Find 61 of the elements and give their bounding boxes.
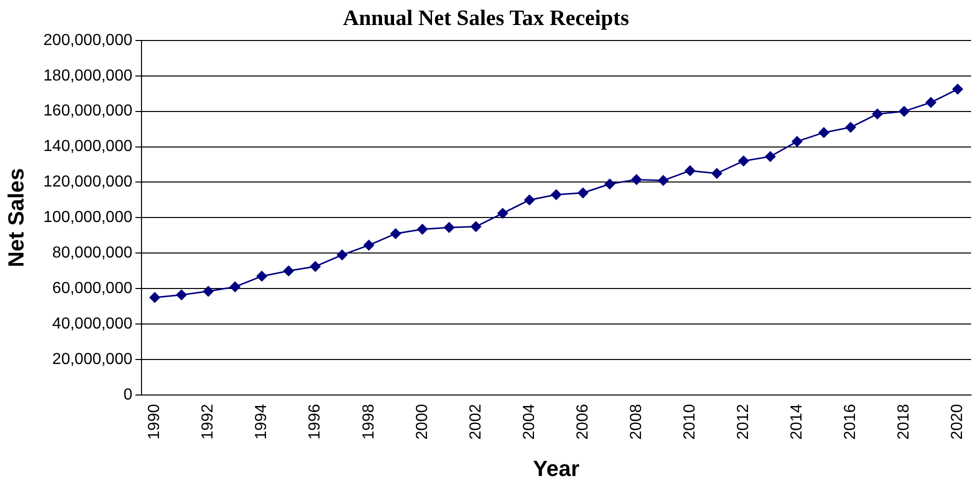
point — [390, 228, 401, 239]
x-tick-label: 1998 — [360, 404, 378, 440]
point — [712, 168, 722, 179]
x-tick-label: 2000 — [414, 404, 431, 440]
point — [765, 151, 776, 162]
point — [230, 282, 240, 292]
point — [364, 240, 374, 250]
x-tick-label: 1994 — [253, 404, 270, 440]
point — [684, 165, 696, 176]
point — [926, 97, 936, 108]
x-tick-label: 2008 — [628, 404, 645, 440]
point — [738, 156, 749, 166]
x-tick-label: 2012 — [734, 404, 752, 440]
y-tick-label: 180,000,000 — [43, 67, 132, 84]
y-tick-label: 20,000,000 — [52, 350, 132, 368]
point — [150, 292, 160, 303]
x-tick-label: 2018 — [896, 404, 913, 440]
y-tick-label: 100,000,000 — [43, 209, 132, 226]
chart-title: Annual Net Sales Tax Receipts — [342, 4, 630, 30]
point — [578, 188, 588, 198]
x-tick-label: 2006 — [574, 404, 592, 440]
point — [550, 189, 562, 200]
x-tick-label: 2004 — [520, 404, 538, 440]
point — [658, 175, 669, 186]
x-tick-label: 2014 — [788, 404, 806, 440]
point — [818, 127, 830, 138]
point — [470, 221, 482, 232]
x-tick-label: 2010 — [681, 404, 698, 440]
x-tick-label: 1992 — [200, 404, 217, 440]
point — [792, 136, 802, 147]
x-tick-label: 1996 — [306, 404, 324, 440]
y-tick-label: 60,000,000 — [52, 280, 132, 298]
point — [631, 174, 642, 185]
y-tick-label: 0 — [123, 386, 132, 404]
point — [872, 108, 883, 120]
y-tick-label: 120,000,000 — [43, 174, 132, 191]
x-tick-label: 1990 — [146, 404, 164, 440]
point — [497, 208, 508, 219]
y-tick-label: 160,000,000 — [43, 102, 132, 120]
y-axis-title: Net Sales — [3, 168, 28, 268]
y-tick-label: 80,000,000 — [52, 244, 132, 262]
point — [524, 194, 535, 206]
y-tick-label: 200,000,000 — [43, 32, 132, 49]
y-tick-label: 140,000,000 — [43, 138, 132, 156]
point — [176, 290, 187, 300]
point — [256, 270, 268, 282]
y-tick-label: 40,000,000 — [52, 315, 132, 332]
point — [203, 286, 214, 297]
point — [845, 122, 856, 133]
x-tick-label: 2002 — [467, 404, 484, 440]
point — [604, 178, 615, 190]
point — [336, 250, 348, 260]
x-tick-label: 2016 — [842, 404, 860, 440]
x-tick-label: 2020 — [949, 404, 966, 440]
x-axis-title: Year — [532, 456, 580, 481]
point — [417, 224, 428, 234]
point — [898, 106, 910, 117]
point — [952, 84, 963, 94]
point — [444, 222, 454, 233]
point — [283, 266, 294, 276]
point — [310, 261, 321, 272]
